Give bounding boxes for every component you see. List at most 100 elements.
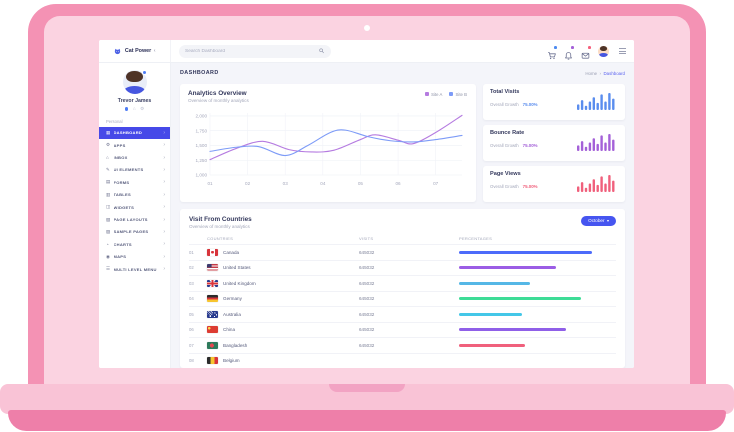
legend-item-site-b[interactable]: Site B xyxy=(449,92,467,97)
sidebar-item-maps[interactable]: ◉ Maps › xyxy=(106,253,165,260)
profile-dot-icon[interactable] xyxy=(124,107,129,111)
bell-badge xyxy=(570,45,575,50)
page-views-sparkline xyxy=(577,174,615,192)
svg-text:1,500: 1,500 xyxy=(196,143,208,148)
profile-home-icon[interactable]: ⌂ xyxy=(132,105,136,111)
page-views-card: Page Views Overall Growth 75.00% xyxy=(483,165,625,202)
table-row-united-states: 02 United States 645032 xyxy=(189,259,616,276)
visits-value: 645032 xyxy=(359,296,375,302)
svg-text:03: 03 xyxy=(283,181,289,186)
row-number: 03 xyxy=(189,280,194,286)
sidebar-item-tables[interactable]: ▥ Tables › xyxy=(106,191,165,198)
row-number: 06 xyxy=(189,327,194,333)
countries-subtitle: Overview of monthly analytics xyxy=(189,224,250,229)
laptop-base-edge xyxy=(8,410,726,431)
search-icon xyxy=(319,48,325,54)
multi-level-menu-icon: ☰ xyxy=(106,266,111,272)
sidebar-item-multi-level-menu[interactable]: ☰ Multi Level Menu › xyxy=(106,266,165,273)
analytics-title: Analytics Overview xyxy=(188,89,247,97)
sidebar-item-charts[interactable]: ◔ Charts › xyxy=(106,241,165,248)
percentage-bar xyxy=(459,250,616,254)
sidebar-item-forms[interactable]: ▤ Forms › xyxy=(106,179,165,186)
stat-growth-value: 75.00% xyxy=(522,183,538,189)
stat-title: Total Visits xyxy=(490,89,520,95)
search-input[interactable] xyxy=(185,48,317,54)
country-name: Belgium xyxy=(223,358,240,364)
top-cards-row: Analytics Overview Overview of monthly a… xyxy=(180,83,625,202)
user-avatar[interactable] xyxy=(598,45,609,57)
chevron-right-icon: › xyxy=(163,228,165,235)
country-name: Canada xyxy=(223,249,240,255)
bell-icon xyxy=(565,51,572,60)
app-body: Trevor James ⌂ ⚙ Personal ▦ Dashboard › ⚙ Ap… xyxy=(99,63,634,368)
ui-elements-icon: ✎ xyxy=(106,166,110,172)
table-row-belgium: 08 Belgium xyxy=(189,352,616,369)
dashboard-screen: Cat Power ‹ xyxy=(99,40,634,368)
brand[interactable]: Cat Power ‹ xyxy=(99,40,171,62)
belgium-flag-icon xyxy=(207,357,218,365)
sidebar-profile: Trevor James ⌂ ⚙ xyxy=(99,63,170,115)
svg-text:06: 06 xyxy=(395,181,401,186)
profile-avatar[interactable] xyxy=(122,70,147,94)
china-flag-icon xyxy=(207,326,218,334)
stat-title: Page Views xyxy=(490,171,521,177)
navbar-main xyxy=(171,40,634,62)
row-number: 08 xyxy=(189,358,194,364)
sidebar-item-dashboard[interactable]: ▦ Dashboard › xyxy=(99,126,170,139)
cart-icon xyxy=(548,51,556,59)
chevron-right-icon: › xyxy=(163,266,165,273)
legend-swatch xyxy=(449,92,454,96)
sidebar-item-widgets[interactable]: ◫ Widgets › xyxy=(106,204,165,211)
svg-text:1,000: 1,000 xyxy=(196,173,208,178)
sidebar-item-inbox[interactable]: ⌂ Inbox › xyxy=(106,154,165,161)
tables-icon: ▥ xyxy=(106,191,111,197)
stat-cards-column: Total Visits Overall Growth 75.00% Bounce R… xyxy=(483,83,625,202)
maps-icon: ◉ xyxy=(106,253,111,259)
analytics-line-chart: 2,000 1,750 1,500 1,250 1,000 01 02 03 04 05 06 07 xyxy=(196,113,463,186)
cart-button[interactable] xyxy=(547,45,558,59)
legend-swatch xyxy=(424,92,429,96)
svg-text:02: 02 xyxy=(245,181,251,186)
sidebar-toggle-icon[interactable]: ‹ xyxy=(153,48,156,54)
mail-button[interactable] xyxy=(581,45,592,59)
svg-text:04: 04 xyxy=(320,181,326,186)
sidebar-item-ui-elements[interactable]: ✎ UI Elements › xyxy=(106,166,165,173)
percentage-bar xyxy=(459,266,616,270)
stat-growth-value: 75.00% xyxy=(522,142,538,148)
bangladesh-flag-icon xyxy=(207,341,218,349)
breadcrumb-separator-icon: › xyxy=(599,70,602,76)
breadcrumb-home-link[interactable]: Home xyxy=(585,70,598,76)
forms-icon: ▤ xyxy=(106,179,111,185)
visits-value: 645032 xyxy=(359,311,375,317)
united-kingdom-flag-icon xyxy=(207,279,218,287)
sidebar-item-page-layouts[interactable]: ▧ Page Layouts › xyxy=(106,216,165,223)
chevron-right-icon: › xyxy=(163,191,165,198)
sidebar-item-sample-pages[interactable]: ▨ Sample Pages › xyxy=(106,228,165,235)
legend-item-site-a[interactable]: Site A xyxy=(424,92,442,97)
search-box[interactable] xyxy=(179,44,331,58)
inbox-icon: ⌂ xyxy=(106,155,109,161)
percentage-bar xyxy=(459,343,616,347)
total-visits-sparkline xyxy=(577,92,615,110)
chevron-right-icon: › xyxy=(163,166,165,173)
analytics-subtitle: Overview of monthly analytics xyxy=(188,98,249,103)
navbar-actions xyxy=(547,45,609,60)
chevron-right-icon: › xyxy=(163,142,165,149)
countries-title: Visit From Countries xyxy=(189,215,252,223)
country-name: China xyxy=(223,327,236,333)
row-number: 02 xyxy=(189,265,194,271)
page-title: Dashboard xyxy=(180,70,219,77)
brand-name: Cat Power xyxy=(124,48,152,54)
chevron-right-icon: › xyxy=(163,216,165,223)
bell-button[interactable] xyxy=(564,45,575,60)
country-name: United States xyxy=(223,265,251,271)
country-name: Germany xyxy=(223,296,242,302)
row-number: 04 xyxy=(189,296,194,302)
table-row-australia: 05 Australia 645032 xyxy=(189,306,616,322)
chevron-right-icon: › xyxy=(163,129,165,136)
sidebar-item-apps[interactable]: ⚙ Apps › xyxy=(106,142,165,149)
profile-gear-icon[interactable]: ⚙ xyxy=(140,105,145,111)
row-number: 01 xyxy=(189,249,194,255)
menu-toggle-icon[interactable] xyxy=(619,48,626,54)
month-dropdown-button[interactable]: October ▾ xyxy=(581,215,616,227)
